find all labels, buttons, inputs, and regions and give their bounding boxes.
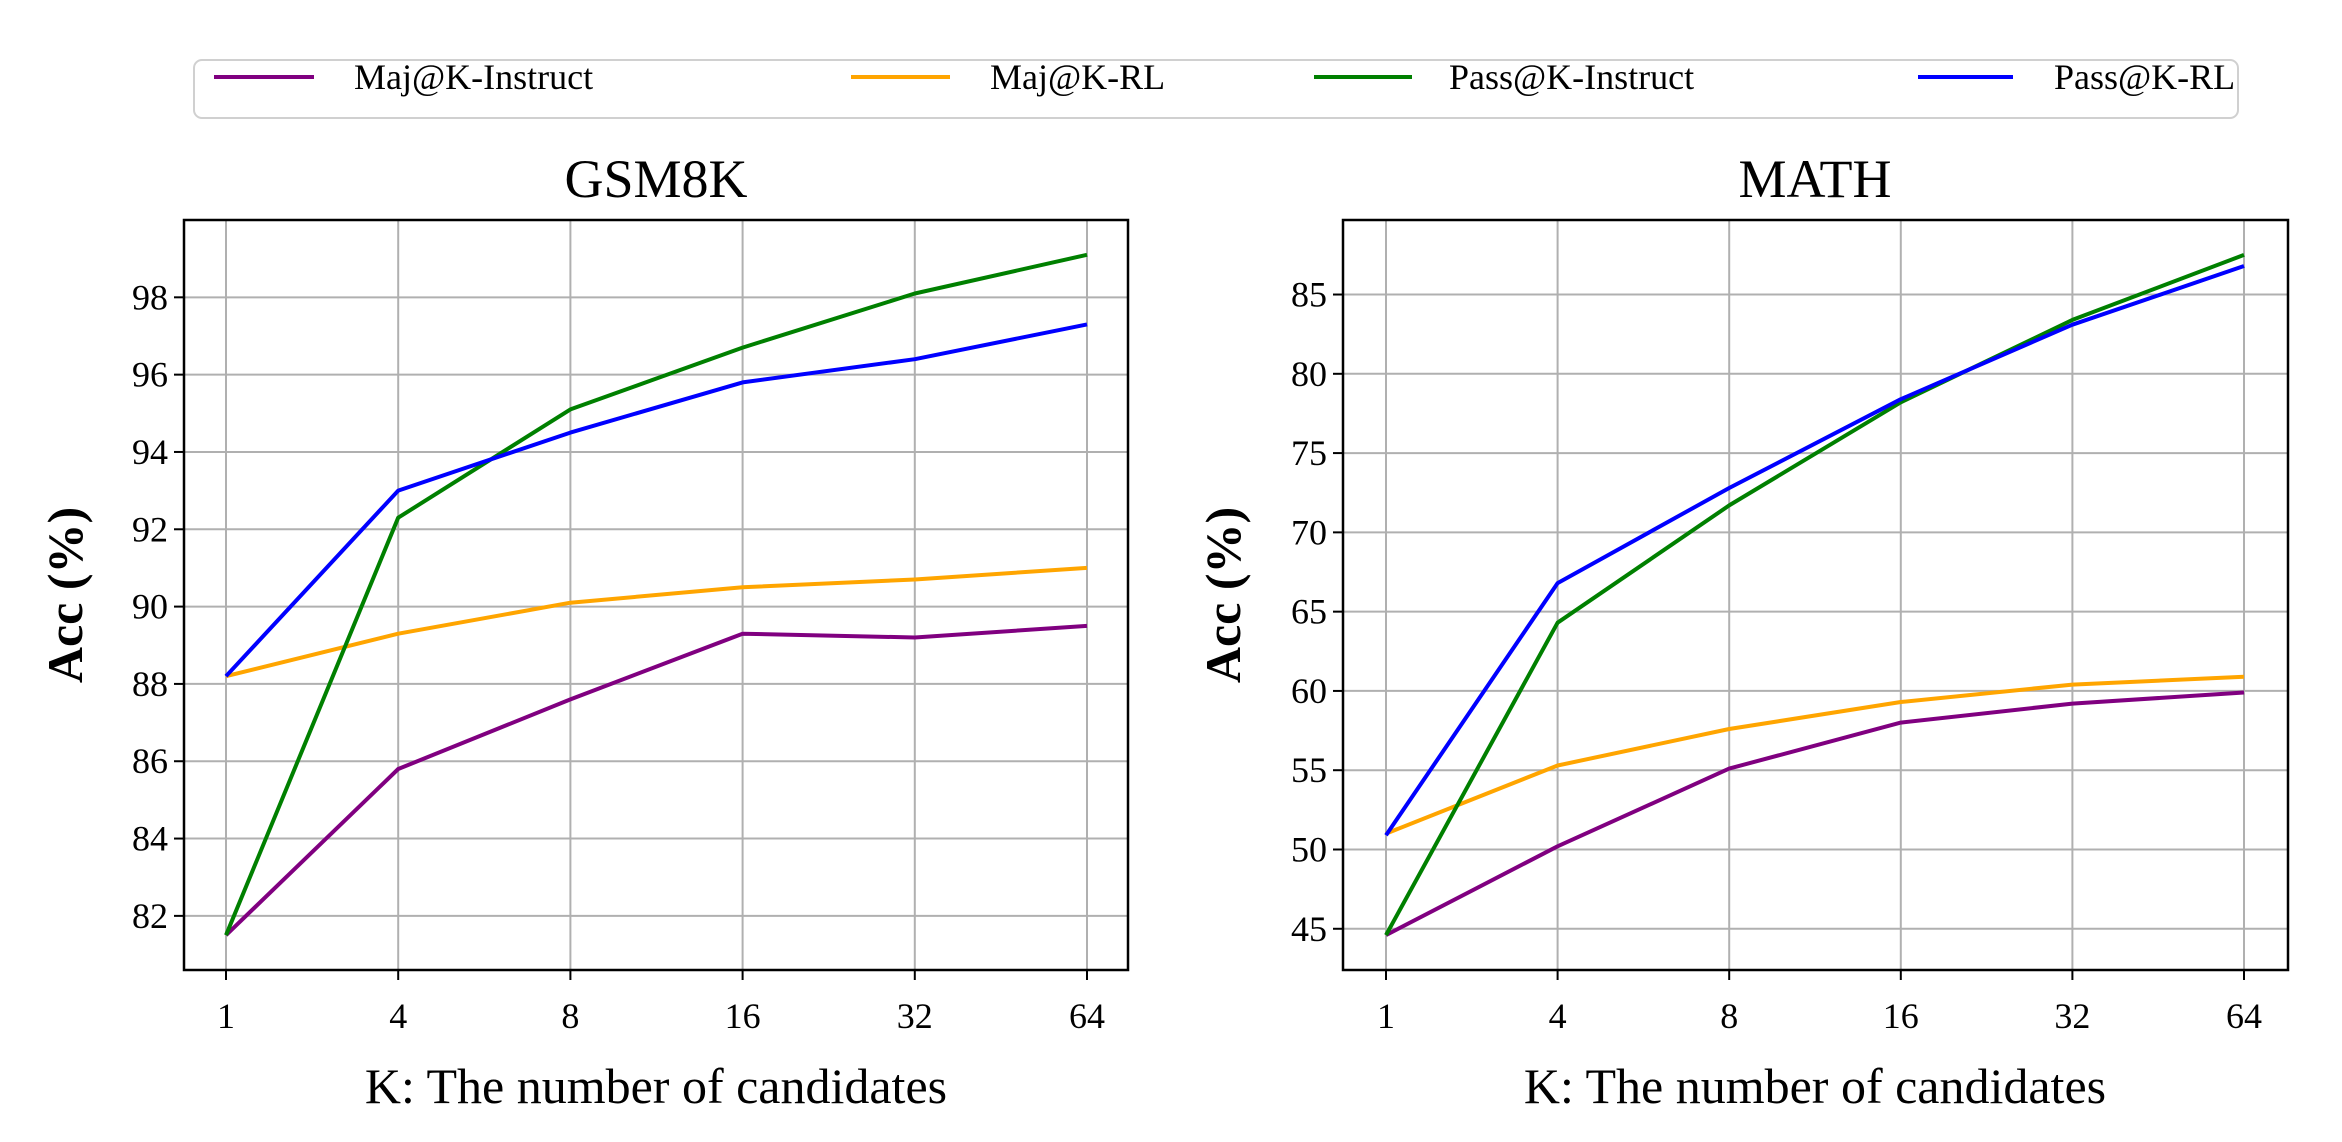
legend-label: Maj@K-Instruct [354, 57, 593, 97]
x-tick-label: 32 [2054, 996, 2090, 1036]
x-tick-label: 8 [1720, 996, 1738, 1036]
y-tick-label: 45 [1291, 909, 1327, 949]
y-tick-label: 80 [1291, 354, 1327, 394]
legend-frame [193, 59, 2239, 119]
chart-title-gsm8k: GSM8K [564, 149, 747, 209]
legend: Maj@K-Instruct Maj@K-RL Pass@K-Instruct … [193, 57, 2239, 119]
x-tick-label: 1 [1377, 996, 1395, 1036]
series-line-maj-k-instruct [1385, 690, 2245, 937]
series-line-pass-k-rl [1384, 264, 2245, 837]
series-line-pass-k-rl [224, 322, 1088, 678]
plot-area-math: 1 4 8 16 32 64 45 50 55 60 65 70 75 80 85 [1291, 218, 2290, 1036]
axes-frame [1341, 218, 2290, 972]
y-tick-label: 98 [132, 277, 168, 317]
x-axis-label-math: K: The number of candidates [1524, 1058, 2106, 1114]
y-tick-label: 96 [132, 355, 168, 395]
y-tick-label: 85 [1291, 275, 1327, 315]
legend-entry-maj-instruct: Maj@K-Instruct [214, 57, 593, 97]
x-tick-label: 4 [389, 996, 407, 1036]
legend-label: Pass@K-RL [2054, 57, 2235, 97]
x-tick-label: 16 [1883, 996, 1919, 1036]
x-axis-label-gsm8k: K: The number of candidates [365, 1058, 947, 1114]
series-line-pass-k-instruct [224, 252, 1088, 936]
y-tick-label: 82 [132, 896, 168, 936]
y-axis-label-gsm8k: Acc (%) [37, 507, 93, 683]
y-tick-label: 75 [1291, 433, 1327, 473]
x-tick-label: 32 [897, 996, 933, 1036]
series-line-pass-k-instruct [1384, 253, 2245, 937]
series-line-maj-k-instruct [224, 623, 1088, 937]
y-tick-label: 55 [1291, 750, 1327, 790]
y-tick-label: 60 [1291, 671, 1327, 711]
x-tick-label: 4 [1549, 996, 1567, 1036]
y-tick-label: 84 [132, 819, 168, 859]
y-tick-label: 90 [132, 587, 168, 627]
y-tick-label: 50 [1291, 829, 1327, 869]
series-line-maj-k-rl [225, 565, 1088, 679]
x-tick-label: 16 [725, 996, 761, 1036]
y-tick-label: 70 [1291, 512, 1327, 552]
y-tick-label: 86 [132, 741, 168, 781]
x-tick-label: 8 [561, 996, 579, 1036]
plot-area-gsm8k: 1 4 8 16 32 64 82 84 86 88 90 92 94 96 98 [132, 218, 1130, 1036]
y-tick-label: 88 [132, 664, 168, 704]
legend-label: Pass@K-Instruct [1449, 57, 1694, 97]
y-axis-label-math: Acc (%) [1195, 507, 1251, 683]
legend-entry-pass-rl: Pass@K-RL [1918, 57, 2235, 97]
legend-entry-pass-instruct: Pass@K-Instruct [1314, 57, 1694, 97]
x-tick-label: 64 [1069, 996, 1105, 1036]
series-line-maj-k-rl [1385, 674, 2245, 836]
axes-frame [182, 218, 1130, 972]
x-tick-label: 1 [217, 996, 235, 1036]
y-tick-label: 65 [1291, 592, 1327, 632]
legend-entry-maj-rl: Maj@K-RL [851, 57, 1165, 97]
legend-label: Maj@K-RL [990, 57, 1165, 97]
y-tick-label: 94 [132, 432, 168, 472]
x-tick-label: 64 [2226, 996, 2262, 1036]
y-tick-label: 92 [132, 509, 168, 549]
chart-title-math: MATH [1738, 149, 1891, 209]
